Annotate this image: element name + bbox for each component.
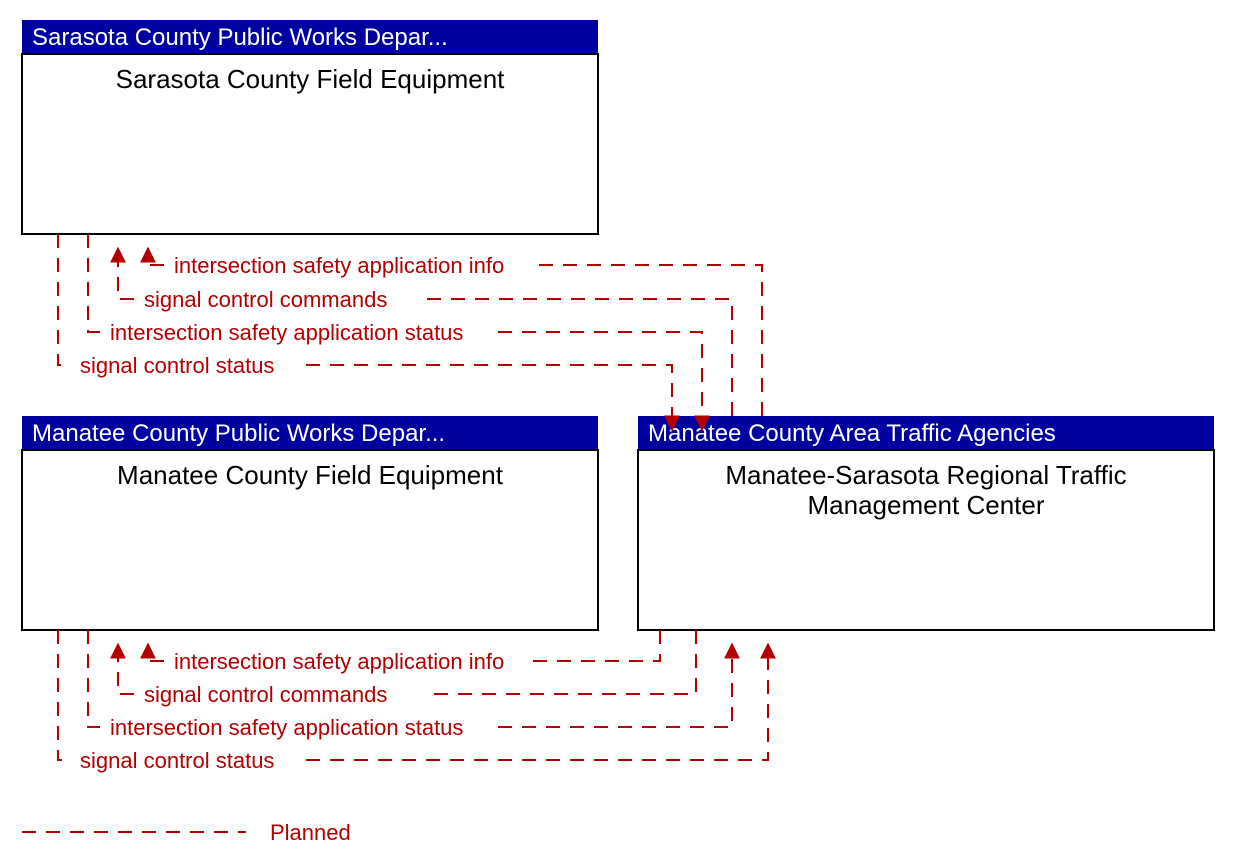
flow-label: intersection safety application info <box>174 649 504 674</box>
legend-label: Planned <box>270 820 351 845</box>
node-regional-tmc: Manatee County Area Traffic Agencies Man… <box>638 416 1214 630</box>
node-title-line2: Management Center <box>807 490 1044 520</box>
node-header: Manatee County Public Works Depar... <box>32 420 445 447</box>
flow-label: signal control status <box>80 748 274 773</box>
flow-label: signal control status <box>80 353 274 378</box>
flow-label: signal control commands <box>144 682 387 707</box>
flow-label: intersection safety application status <box>110 320 463 345</box>
flow-label: intersection safety application info <box>174 253 504 278</box>
node-title: Sarasota County Field Equipment <box>116 64 506 94</box>
node-header: Manatee County Area Traffic Agencies <box>648 420 1056 447</box>
flow-bottom-1: intersection safety application info <box>148 630 660 674</box>
node-title: Manatee County Field Equipment <box>117 460 504 490</box>
node-title-line1: Manatee-Sarasota Regional Traffic <box>725 460 1126 490</box>
node-sarasota-field-equipment: Sarasota County Public Works Depar... Sa… <box>22 20 598 234</box>
flow-label: signal control commands <box>144 287 387 312</box>
node-header: Sarasota County Public Works Depar... <box>32 24 448 51</box>
flow-label: intersection safety application status <box>110 715 463 740</box>
legend-planned: Planned <box>22 820 351 845</box>
architecture-diagram: Sarasota County Public Works Depar... Sa… <box>0 0 1252 867</box>
node-manatee-field-equipment: Manatee County Public Works Depar... Man… <box>22 416 598 630</box>
